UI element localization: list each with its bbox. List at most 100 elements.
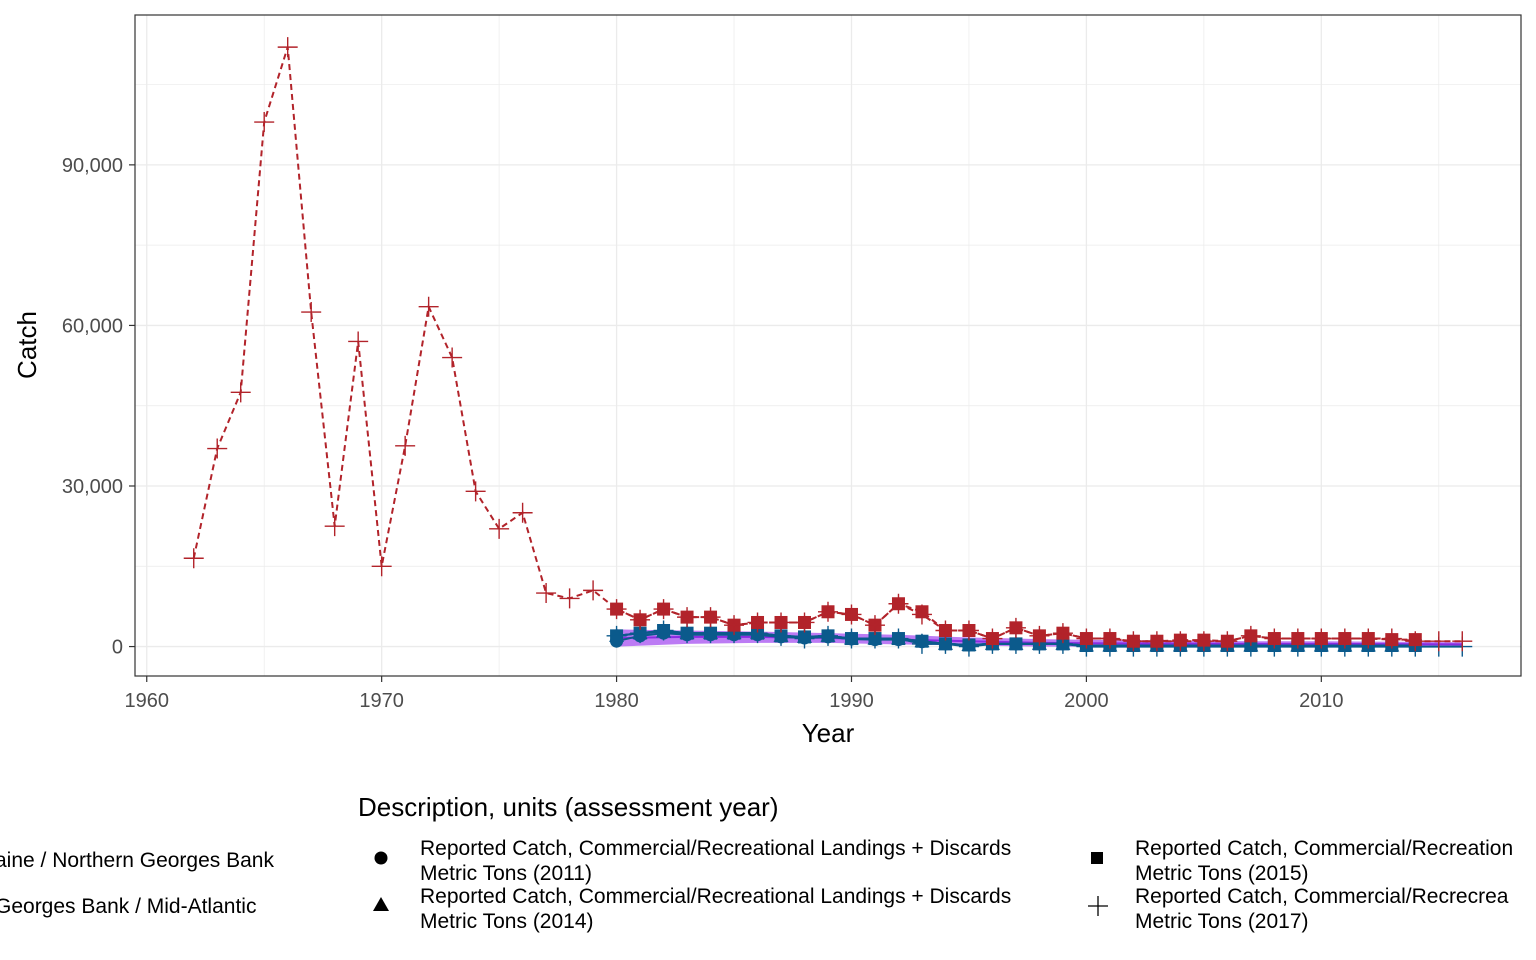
data-point-plus	[348, 331, 369, 352]
data-point-plus	[489, 518, 510, 539]
x-tick-label: 1980	[594, 690, 639, 712]
data-point-plus	[559, 588, 580, 609]
legend-shape-label-2014-line1: Reported Catch, Commercial/Recreational …	[420, 885, 1011, 908]
x-tick-label: 1960	[124, 690, 169, 712]
data-point-plus	[771, 612, 792, 633]
data-point-plus	[864, 615, 885, 636]
data-point-plus	[418, 296, 439, 317]
data-point-plus	[1052, 623, 1073, 644]
legend-title: Description, units (assessment year)	[358, 792, 778, 822]
legend-shape-label-2017-line1: Reported Catch, Commercial/Recrecrea	[1135, 885, 1509, 908]
data-point-circle	[868, 633, 882, 647]
data-point-plus	[1334, 628, 1355, 649]
data-point-plus	[747, 612, 768, 633]
data-point-circle	[751, 628, 765, 642]
legend: Description, units (assessment year) ain…	[0, 792, 1513, 933]
x-tick-label: 1970	[359, 690, 404, 712]
data-point-plus	[818, 601, 838, 622]
data-point-plus	[301, 302, 322, 323]
data-point-plus	[371, 556, 392, 577]
data-point-circle	[680, 628, 694, 642]
y-axis-title: Catch	[12, 311, 42, 379]
legend-square-icon	[1091, 852, 1103, 864]
data-point-plus	[1170, 631, 1191, 652]
legend-shape-label-2011-line2: Metric Tons (2011)	[420, 862, 592, 885]
data-point-plus	[395, 435, 416, 456]
data-point-plus	[1428, 631, 1449, 652]
data-point-circle	[610, 634, 624, 648]
series-southern-plus	[183, 37, 1473, 652]
data-point-circle	[962, 638, 976, 652]
data-point-plus	[465, 481, 486, 502]
data-point-plus	[1146, 631, 1167, 652]
data-point-plus	[1029, 625, 1050, 646]
data-point-plus	[653, 599, 674, 620]
data-point-circle	[844, 632, 858, 646]
legend-shape-label-2011-line1: Reported Catch, Commercial/Recreational …	[420, 837, 1011, 860]
data-point-plus	[1193, 631, 1214, 652]
x-tick-label: 1990	[829, 690, 874, 712]
data-point-plus	[982, 628, 1003, 649]
data-point-plus	[1358, 628, 1379, 649]
data-point-plus	[1217, 631, 1238, 652]
y-tick-label: 90,000	[62, 155, 123, 177]
data-point-plus	[794, 612, 815, 633]
data-point-plus	[324, 516, 345, 537]
data-point-plus	[1405, 631, 1426, 652]
data-point-circle	[774, 630, 788, 644]
y-tick-label: 60,000	[62, 315, 123, 337]
data-point-plus	[911, 604, 932, 625]
data-point-circle	[798, 631, 812, 645]
legend-shape-label-2015-line2: Metric Tons (2015)	[1135, 862, 1309, 885]
data-point-circle	[633, 629, 647, 643]
x-tick-label: 2000	[1064, 690, 1109, 712]
series-line	[192, 46, 1463, 643]
data-point-plus	[277, 37, 298, 58]
data-point-plus	[536, 583, 557, 604]
data-point-plus	[1452, 631, 1473, 652]
legend-shape-label-2017-line2: Metric Tons (2017)	[1135, 910, 1309, 933]
data-point-circle	[891, 633, 905, 647]
data-point-plus	[1311, 628, 1332, 649]
data-point-circle	[915, 635, 929, 649]
data-point-plus	[630, 609, 651, 630]
data-point-circle	[1009, 637, 1023, 651]
data-point-plus	[254, 112, 275, 133]
legend-triangle-icon	[373, 897, 389, 911]
data-point-plus	[1005, 617, 1026, 638]
data-point-plus	[1240, 625, 1261, 646]
panel-border	[134, 14, 1522, 677]
data-point-plus	[512, 502, 533, 523]
axes: 1960 1970 1980 1990 2000 2010 0 30,000 60,000 90,…	[62, 155, 1344, 712]
data-point-plus	[1099, 628, 1120, 649]
data-point-plus	[1381, 628, 1402, 649]
data-point-plus	[935, 620, 956, 641]
data-point-circle	[938, 637, 952, 651]
data-point-plus	[207, 438, 228, 459]
data-point-plus	[230, 382, 251, 403]
legend-plus-icon	[1088, 896, 1108, 916]
x-axis-title: Year	[802, 718, 855, 748]
data-point-plus	[183, 548, 204, 569]
data-point-plus	[1123, 631, 1144, 652]
data-point-plus	[1287, 628, 1308, 649]
y-tick-label: 30,000	[62, 476, 123, 498]
data-point-plus	[677, 607, 698, 628]
data-point-plus	[606, 599, 627, 620]
legend-shape-label-2015-line1: Reported Catch, Commercial/Recreation	[1135, 837, 1513, 860]
data-point-circle	[704, 628, 718, 642]
y-tick-label: 0	[112, 637, 123, 659]
data-point-plus	[583, 580, 604, 601]
legend-circle-icon	[374, 851, 388, 865]
data-point-plus	[1264, 628, 1285, 649]
x-tick-label: 2010	[1299, 690, 1344, 712]
legend-color-label-northern: aine / Northern Georges Bank	[0, 849, 274, 872]
series-layer	[183, 37, 1473, 657]
data-point-circle	[821, 630, 835, 644]
data-point-plus	[958, 620, 979, 641]
data-point-plus	[1076, 628, 1097, 649]
data-point-plus	[841, 604, 862, 625]
legend-color-label-southern: Georges Bank / Mid-Atlantic	[0, 895, 256, 918]
legend-shape-label-2014-line2: Metric Tons (2014)	[420, 910, 594, 933]
